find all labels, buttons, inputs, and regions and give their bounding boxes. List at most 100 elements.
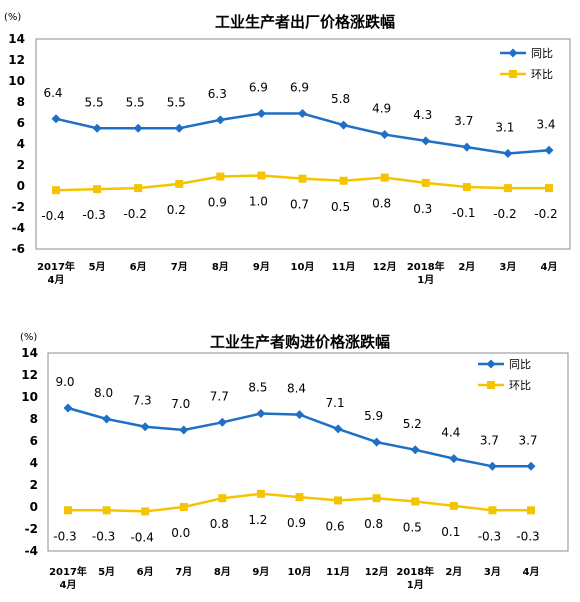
data-point-mom xyxy=(334,496,343,505)
data-label-yoy: 9.0 xyxy=(55,375,74,389)
data-point-mom xyxy=(141,507,150,516)
y-tick-label: 0 xyxy=(17,179,25,193)
x-tick-label: 6月 xyxy=(130,261,147,273)
data-point-mom xyxy=(64,506,72,515)
data-label-mom: 0.5 xyxy=(403,521,422,535)
data-label-mom: -0.3 xyxy=(53,529,76,543)
data-point-yoy xyxy=(333,424,343,434)
data-label-mom: 0.7 xyxy=(290,198,309,212)
data-point-mom xyxy=(449,501,458,510)
data-label-yoy: 3.7 xyxy=(518,433,537,447)
chart-ppi-input-svg: 工业生产者购进价格涨跌幅 (%) -4 -2 0 2 4 6 8 10 12 14 2017年 4月 5… xyxy=(20,332,569,591)
chart-ppi-output-svg: 工业生产者出厂价格涨跌幅 (%) -6 -4 -2 0 2 4 6 8 10 12 14 2017年 4… xyxy=(4,12,571,286)
chart-title: 工业生产者购进价格涨跌幅 xyxy=(210,333,390,351)
y-tick-label: 2 xyxy=(30,478,38,492)
data-point-mom xyxy=(134,184,143,193)
data-label-yoy: 5.5 xyxy=(167,95,186,109)
data-point-mom xyxy=(93,185,102,194)
data-label-yoy: 4.9 xyxy=(372,102,391,116)
x-tick-label: 2月 xyxy=(445,566,462,578)
data-label-mom: 0.1 xyxy=(441,525,460,539)
data-point-mom xyxy=(339,176,348,185)
x-tick-label: 4月 xyxy=(541,261,558,273)
data-point-yoy xyxy=(215,115,225,125)
y-tick-label: 2 xyxy=(17,158,25,172)
data-point-mom xyxy=(218,494,227,503)
x-tick-label: 7月 xyxy=(171,261,188,273)
x-tick-label: 10月 xyxy=(288,566,312,578)
data-point-yoy xyxy=(410,445,420,455)
x-tick-label: 6月 xyxy=(137,566,154,578)
data-point-yoy xyxy=(102,414,112,424)
chart-ppi-input: 工业生产者购进价格涨跌幅 (%) -4 -2 0 2 4 6 8 10 12 14 2017年 4月 5… xyxy=(0,300,580,602)
data-point-mom xyxy=(257,171,266,180)
data-point-mom xyxy=(545,184,553,193)
data-label-mom: 0.8 xyxy=(372,197,391,211)
y-tick-label: 6 xyxy=(17,116,25,130)
data-point-mom xyxy=(256,489,265,498)
data-label-mom: -0.3 xyxy=(478,529,501,543)
data-point-mom xyxy=(411,497,420,506)
data-point-mom xyxy=(372,494,381,503)
data-label-yoy: 7.7 xyxy=(210,389,229,403)
data-point-mom xyxy=(503,184,512,193)
y-unit-label: (%) xyxy=(20,332,37,343)
data-point-yoy xyxy=(462,142,472,152)
data-label-mom: -0.4 xyxy=(41,209,64,223)
data-point-yoy xyxy=(298,109,307,119)
chart-ppi-output: 工业生产者出厂价格涨跌幅 (%) -6 -4 -2 0 2 4 6 8 10 12 14 2017年 4… xyxy=(0,0,580,300)
data-label-mom: 0.3 xyxy=(413,202,432,216)
data-point-mom xyxy=(102,506,111,515)
data-label-yoy: 8.0 xyxy=(94,386,113,400)
data-label-mom: -0.1 xyxy=(452,206,475,220)
x-tick-label: 5月 xyxy=(98,566,115,578)
data-point-yoy xyxy=(179,425,189,435)
x-tick-label: 10月 xyxy=(291,261,315,273)
data-label-mom: -0.3 xyxy=(82,208,105,222)
y-unit-label: (%) xyxy=(4,12,21,23)
legend-label: 同比 xyxy=(531,47,553,60)
data-point-yoy xyxy=(449,454,459,464)
data-label-mom: 1.2 xyxy=(248,513,267,527)
data-point-yoy xyxy=(256,409,266,418)
x-tick-label: 12月 xyxy=(373,261,397,273)
data-point-mom xyxy=(295,493,304,502)
y-tick-label: 14 xyxy=(8,32,25,46)
data-label-yoy: 4.3 xyxy=(413,108,432,122)
data-label-mom: 0.8 xyxy=(210,517,229,531)
data-label-yoy: 5.9 xyxy=(364,409,383,423)
y-tick-label: 14 xyxy=(21,346,38,360)
y-tick-label: -4 xyxy=(25,544,38,558)
x-tick-label: 5月 xyxy=(89,261,106,273)
y-tick-label: 4 xyxy=(17,137,25,151)
data-point-yoy xyxy=(339,120,349,130)
x-tick-label: 11月 xyxy=(326,566,350,578)
data-label-yoy: 6.3 xyxy=(208,87,227,101)
data-label-yoy: 6.9 xyxy=(290,81,309,95)
data-label-yoy: 5.5 xyxy=(126,95,145,109)
y-tick-label: -4 xyxy=(12,221,25,235)
data-label-yoy: 4.4 xyxy=(441,426,460,440)
data-point-yoy xyxy=(295,410,304,420)
data-label-yoy: 7.3 xyxy=(133,394,152,408)
data-point-yoy xyxy=(256,109,266,119)
data-point-mom xyxy=(462,183,471,192)
data-point-mom xyxy=(216,172,225,181)
data-point-yoy xyxy=(544,145,554,155)
data-label-yoy: 3.7 xyxy=(480,433,499,447)
x-tick-label: 9月 xyxy=(252,566,269,578)
data-point-yoy xyxy=(140,422,150,432)
data-label-yoy: 5.5 xyxy=(85,95,104,109)
data-label-yoy: 3.1 xyxy=(495,120,514,134)
y-tick-label: 4 xyxy=(30,456,38,470)
series-line-yoy xyxy=(55,112,550,155)
data-label-mom: 0.2 xyxy=(167,203,186,217)
y-tick-label: 8 xyxy=(17,95,25,109)
data-point-yoy xyxy=(51,114,61,124)
data-label-yoy: 8.4 xyxy=(287,382,306,396)
x-tick-label: 7月 xyxy=(175,566,192,578)
x-tick-label: 2018年 1月 xyxy=(407,260,445,286)
data-point-yoy xyxy=(380,130,390,140)
plot-area xyxy=(47,352,569,552)
legend-marker-diamond xyxy=(486,359,496,369)
